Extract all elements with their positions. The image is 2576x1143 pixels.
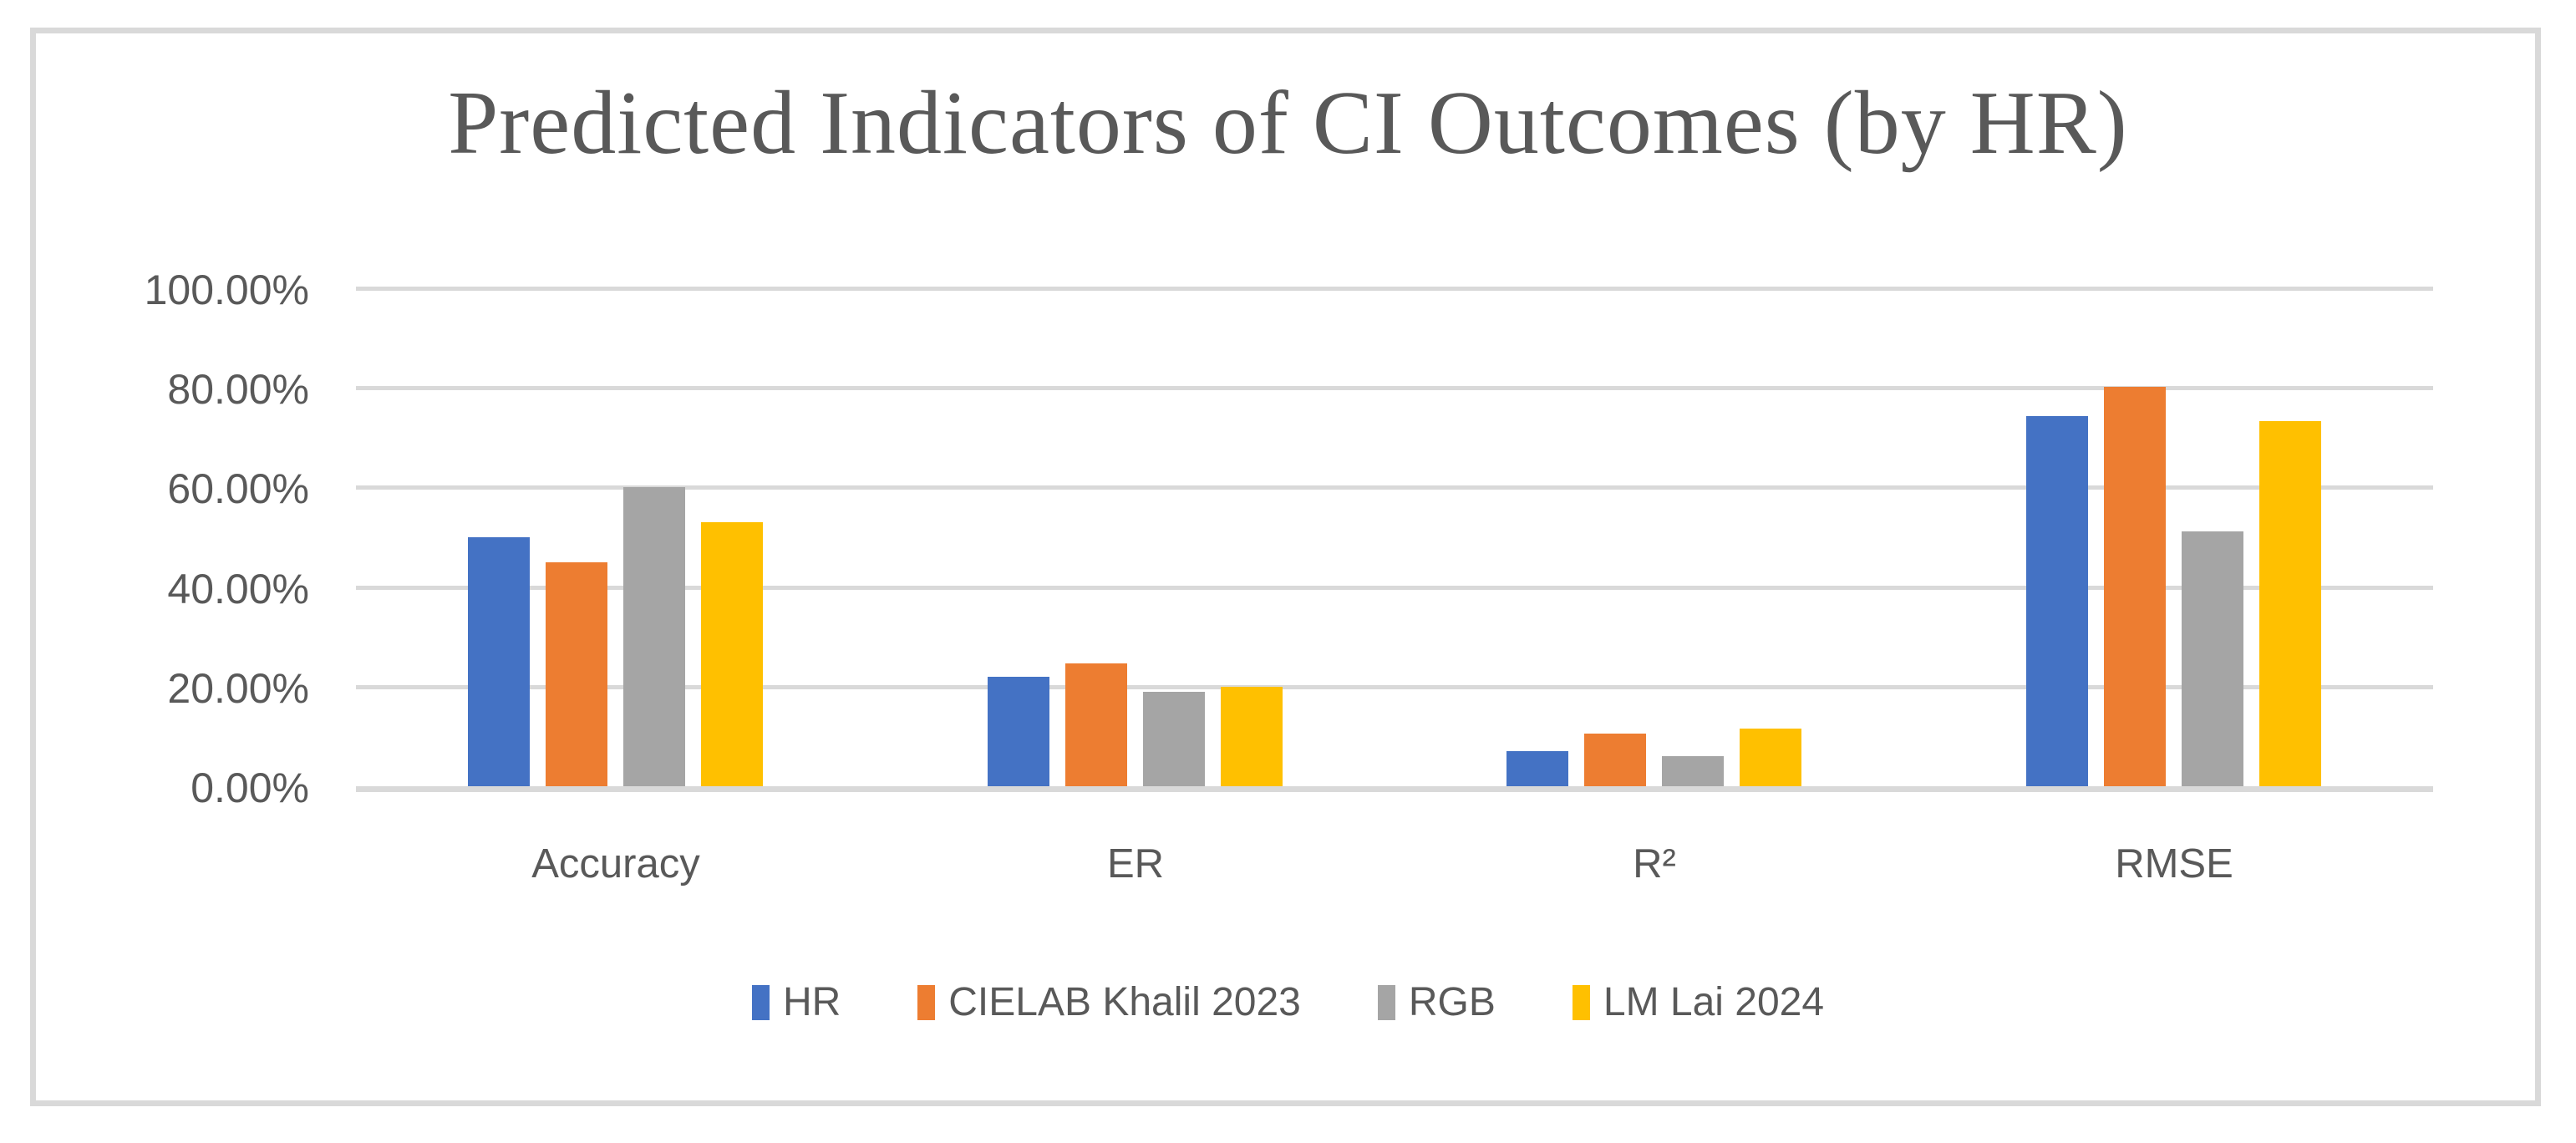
legend-label: HR xyxy=(782,980,841,1024)
bar xyxy=(1662,756,1724,786)
legend: HR CIELAB Khalil 2023 RGB LM Lai 2024 xyxy=(0,976,2576,1029)
legend-swatch xyxy=(917,985,936,1020)
category-label: Accuracy xyxy=(531,841,700,886)
legend-swatch xyxy=(1377,985,1395,1020)
bar xyxy=(2104,387,2166,786)
bar xyxy=(988,677,1049,786)
bar xyxy=(1143,692,1205,786)
gridline xyxy=(356,386,2433,390)
y-axis-tick-label: 60.00% xyxy=(167,465,309,512)
bar xyxy=(468,537,530,786)
legend-label: RGB xyxy=(1408,980,1496,1024)
legend-item: HR xyxy=(751,980,841,1024)
bar xyxy=(2259,421,2321,786)
category-label: ER xyxy=(1106,841,1165,886)
bar xyxy=(1221,687,1283,786)
bar xyxy=(623,487,685,786)
legend-swatch xyxy=(1572,985,1590,1020)
y-axis-tick-label: 40.00% xyxy=(167,566,309,612)
gridline xyxy=(356,287,2433,291)
legend-label: CIELAB Khalil 2023 xyxy=(948,980,1301,1024)
bar xyxy=(1506,751,1568,786)
y-axis-tick-label: 80.00% xyxy=(167,366,309,413)
gridline xyxy=(356,685,2433,689)
category-label: R² xyxy=(1633,841,1676,886)
y-axis-tick-label: 100.00% xyxy=(144,267,309,313)
bar xyxy=(2182,531,2243,786)
bar xyxy=(546,562,607,786)
bar xyxy=(1584,734,1646,786)
legend-swatch xyxy=(751,985,770,1020)
legend-item: CIELAB Khalil 2023 xyxy=(917,981,1301,1024)
legend-item: LM Lai 2024 xyxy=(1572,980,1825,1024)
y-axis-tick-label: 0.00% xyxy=(191,765,309,811)
gridline xyxy=(356,485,2433,490)
bar xyxy=(1065,663,1127,786)
gridline xyxy=(356,586,2433,590)
bar xyxy=(1740,729,1801,786)
category-label: RMSE xyxy=(2115,841,2233,886)
bar xyxy=(2026,416,2088,786)
bar xyxy=(701,522,763,786)
chart-title: Predicted Indicators of CI Outcomes (by … xyxy=(448,74,2128,173)
x-axis-line xyxy=(356,786,2433,792)
legend-label: LM Lai 2024 xyxy=(1603,980,1825,1024)
legend-item: RGB xyxy=(1377,980,1496,1024)
y-axis-tick-label: 20.00% xyxy=(167,665,309,712)
